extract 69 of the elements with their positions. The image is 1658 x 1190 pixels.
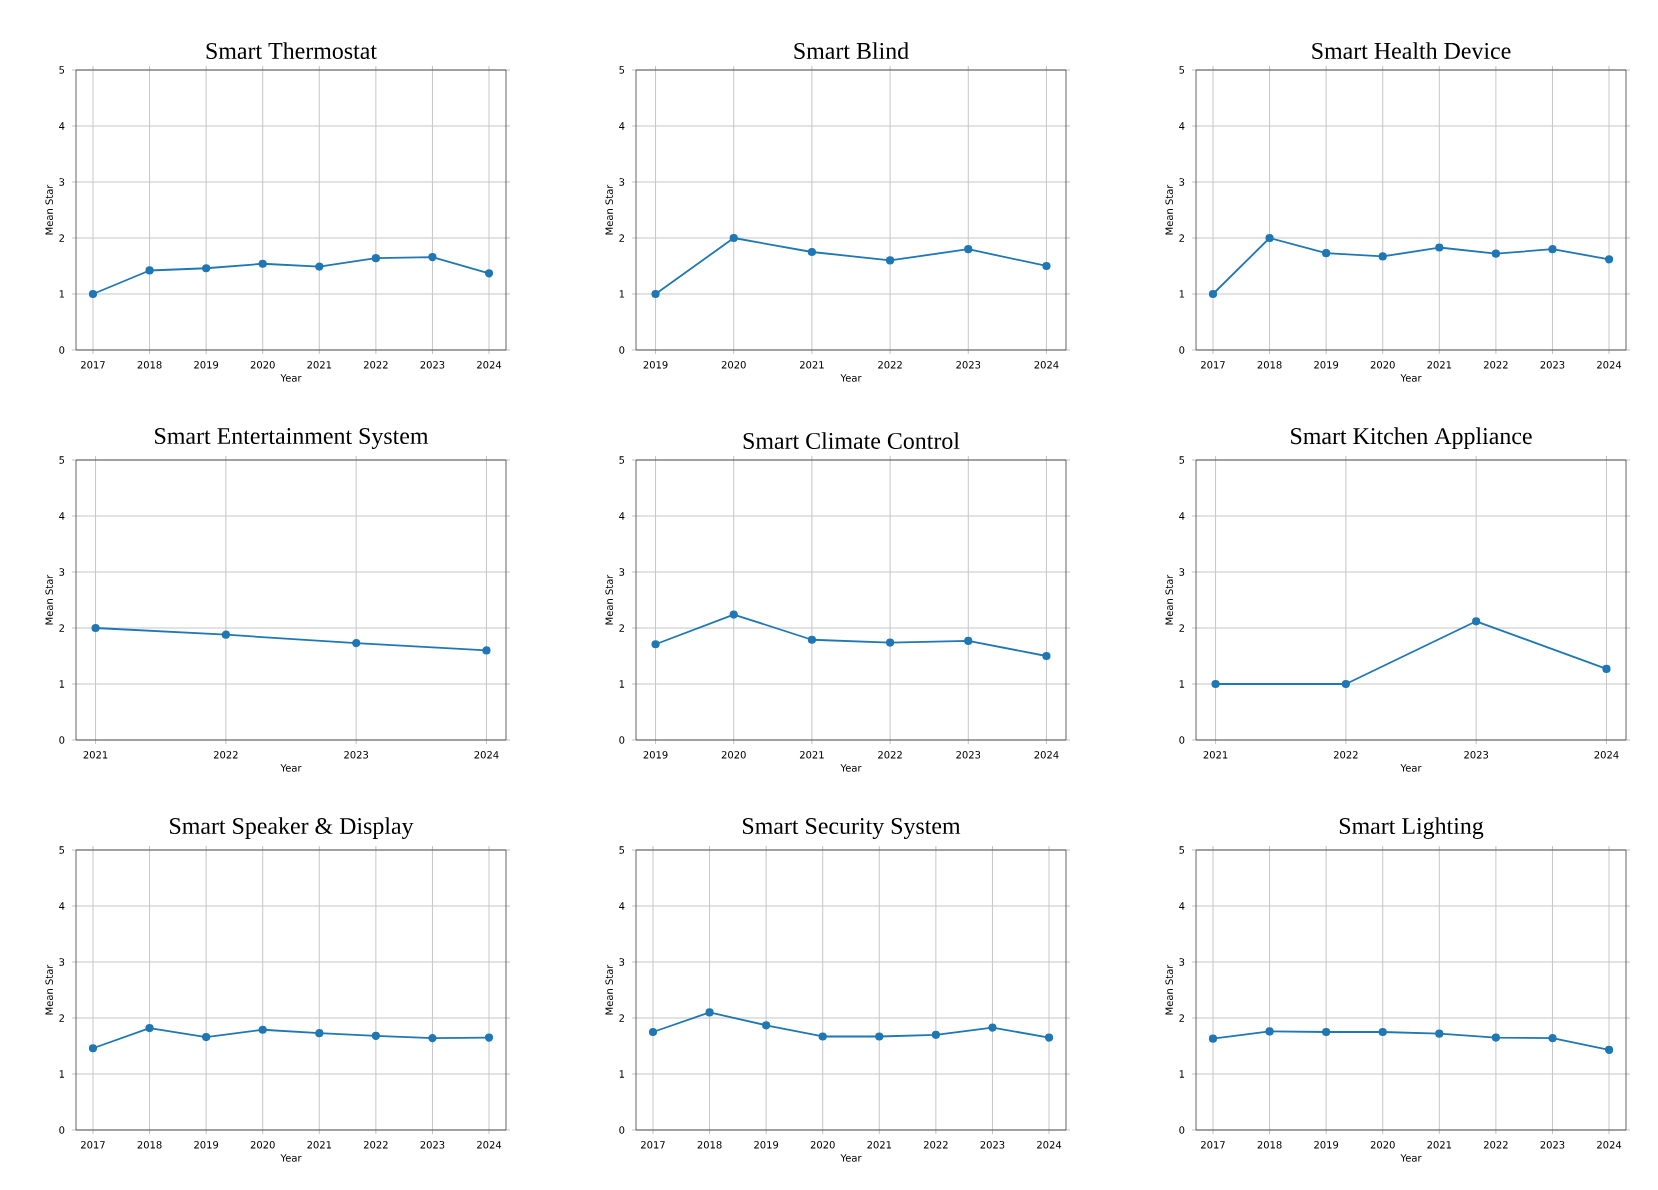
point	[818, 1032, 827, 1041]
point	[931, 1030, 940, 1039]
point	[1602, 664, 1611, 673]
point	[807, 247, 817, 257]
chart-title: Smart Entertainment System	[155, 428, 429, 449]
point	[729, 233, 738, 243]
point	[1322, 1027, 1331, 1037]
point	[964, 245, 973, 254]
point	[1604, 255, 1614, 264]
point	[807, 635, 817, 644]
point	[88, 289, 98, 299]
point	[964, 636, 973, 645]
point	[1044, 1033, 1054, 1042]
point	[202, 264, 211, 273]
point	[875, 1032, 884, 1041]
point	[428, 252, 437, 262]
point	[1472, 617, 1481, 626]
point	[258, 259, 267, 268]
point	[1265, 1027, 1274, 1036]
point	[202, 1032, 211, 1042]
point	[1322, 249, 1331, 258]
point	[651, 289, 660, 299]
point	[885, 638, 895, 647]
chart-title: Smart Climate Control	[743, 432, 960, 449]
chart-title: Smart Thermostat	[206, 42, 377, 59]
point	[1042, 261, 1051, 271]
point	[1208, 289, 1218, 299]
point	[651, 640, 660, 649]
point	[1548, 245, 1557, 254]
point	[1435, 1029, 1444, 1038]
point	[1435, 243, 1444, 252]
point	[1604, 1045, 1614, 1055]
point	[1378, 252, 1387, 261]
point	[315, 262, 324, 271]
point	[1548, 1034, 1557, 1043]
point	[705, 1008, 714, 1017]
point	[352, 639, 361, 648]
point	[315, 1029, 324, 1038]
point	[221, 630, 230, 639]
point	[1378, 1027, 1387, 1037]
point	[145, 1023, 154, 1033]
point	[1491, 1033, 1500, 1042]
chart-title: Smart Blind	[794, 42, 909, 59]
point	[1211, 679, 1220, 689]
point	[1042, 651, 1051, 661]
point	[428, 1034, 437, 1043]
point	[88, 1044, 98, 1053]
point	[258, 1025, 267, 1034]
point	[484, 269, 494, 278]
point	[1341, 679, 1350, 689]
point	[91, 623, 100, 633]
point	[729, 610, 738, 619]
point	[648, 1027, 658, 1037]
point	[885, 256, 895, 265]
point	[145, 266, 154, 275]
point	[371, 1031, 380, 1041]
chart-title: Smart Lighting	[1339, 817, 1484, 840]
point	[762, 1021, 771, 1030]
point	[371, 254, 380, 263]
chart-title: Smart Security System	[743, 818, 961, 840]
point	[1491, 249, 1500, 258]
point	[988, 1023, 997, 1032]
point	[1265, 233, 1274, 243]
chart-title: Smart Speaker & Display	[170, 817, 414, 840]
chart-title: Smart Health Device	[1312, 42, 1511, 59]
chart-title: Smart Kitchen Appliance	[1291, 427, 1532, 450]
point	[484, 1033, 494, 1042]
point	[1208, 1034, 1218, 1043]
point	[482, 646, 491, 655]
